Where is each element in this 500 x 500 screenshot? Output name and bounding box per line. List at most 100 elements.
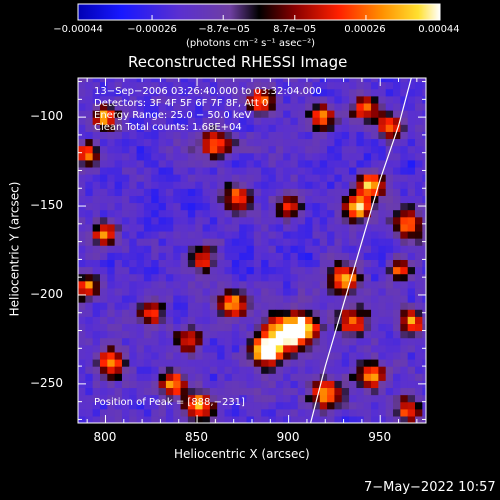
heatmap-cell bbox=[129, 216, 138, 225]
heatmap-cell bbox=[224, 195, 233, 204]
heatmap-cell bbox=[85, 330, 94, 339]
heatmap-cell bbox=[195, 387, 204, 396]
heatmap-cell bbox=[297, 110, 306, 118]
heatmap-cell bbox=[305, 408, 314, 417]
heatmap-cell bbox=[297, 294, 306, 303]
heatmap-cell bbox=[261, 408, 270, 417]
heatmap-cell bbox=[275, 323, 284, 332]
heatmap-cell bbox=[224, 245, 233, 253]
heatmap-cell bbox=[121, 394, 130, 403]
colorbar-tick-label: 8.7e−05 bbox=[273, 24, 317, 35]
heatmap-cell bbox=[422, 78, 426, 83]
heatmap-cell bbox=[151, 266, 160, 275]
heatmap-cell bbox=[217, 88, 226, 97]
heatmap-cell bbox=[305, 415, 314, 423]
heatmap-cell bbox=[349, 95, 357, 104]
heatmap-cell bbox=[349, 330, 357, 339]
heatmap-cell bbox=[327, 302, 336, 310]
heatmap-cell bbox=[78, 159, 86, 168]
heatmap-cell bbox=[195, 138, 204, 147]
heatmap-cell bbox=[415, 110, 423, 118]
heatmap-cell bbox=[180, 366, 189, 374]
heatmap-cell bbox=[165, 323, 174, 332]
heatmap-cell bbox=[114, 280, 123, 289]
heatmap-cell bbox=[187, 394, 196, 403]
heatmap-cell bbox=[378, 309, 387, 317]
heatmap-cell bbox=[173, 223, 182, 232]
heatmap-cell bbox=[114, 188, 123, 196]
heatmap-cell bbox=[209, 373, 218, 381]
heatmap-cell bbox=[107, 209, 116, 218]
heatmap-cell bbox=[290, 373, 299, 381]
heatmap-cell bbox=[246, 152, 255, 161]
heatmap-cell bbox=[85, 415, 94, 423]
heatmap-cell bbox=[371, 78, 379, 83]
heatmap-cell bbox=[202, 138, 211, 147]
heatmap-cell bbox=[422, 323, 426, 332]
heatmap-cell bbox=[151, 230, 160, 239]
heatmap-cell bbox=[195, 209, 204, 218]
heatmap-cell bbox=[151, 259, 160, 268]
heatmap-cell bbox=[78, 78, 86, 83]
heatmap-cell bbox=[217, 195, 226, 204]
heatmap-cell bbox=[283, 316, 292, 325]
heatmap-cell bbox=[371, 259, 379, 268]
heatmap-cell bbox=[407, 330, 416, 339]
heatmap-cell bbox=[202, 302, 211, 310]
heatmap-cell bbox=[217, 394, 226, 403]
heatmap-cell bbox=[319, 401, 328, 410]
heatmap-cell bbox=[121, 245, 130, 253]
heatmap-cell bbox=[114, 309, 123, 317]
heatmap-cell bbox=[283, 78, 292, 83]
heatmap-cell bbox=[400, 302, 409, 310]
heatmap-cell bbox=[85, 287, 94, 296]
heatmap-cell bbox=[268, 273, 277, 282]
heatmap-cell bbox=[173, 88, 182, 97]
heatmap-cell bbox=[415, 174, 423, 182]
heatmap-cell bbox=[283, 252, 292, 260]
heatmap-cell bbox=[173, 245, 182, 253]
heatmap-cell bbox=[158, 188, 167, 196]
heatmap-cell bbox=[107, 174, 116, 182]
heatmap-cell bbox=[187, 124, 196, 132]
heatmap-cell bbox=[327, 102, 336, 111]
heatmap-cell bbox=[334, 323, 343, 332]
heatmap-cell bbox=[290, 316, 299, 325]
heatmap-cell bbox=[305, 78, 314, 83]
heatmap-cell bbox=[393, 209, 401, 218]
heatmap-cell bbox=[297, 174, 306, 182]
heatmap-cell bbox=[209, 358, 218, 367]
heatmap-cell bbox=[268, 351, 277, 360]
heatmap-cell bbox=[136, 131, 145, 140]
heatmap-cell bbox=[422, 81, 426, 90]
heatmap-cell bbox=[268, 252, 277, 260]
heatmap-cell bbox=[187, 174, 196, 182]
heatmap-cell bbox=[224, 230, 233, 239]
heatmap-cell bbox=[371, 174, 379, 182]
heatmap-cell bbox=[78, 302, 86, 310]
heatmap-cell bbox=[415, 266, 423, 275]
heatmap-cell bbox=[231, 152, 240, 161]
heatmap-cell bbox=[107, 223, 116, 232]
heatmap-cell bbox=[165, 95, 174, 104]
heatmap-cell bbox=[239, 230, 248, 239]
heatmap-cell bbox=[305, 387, 314, 396]
heatmap-cell bbox=[202, 110, 211, 118]
heatmap-cell bbox=[239, 358, 248, 367]
heatmap-cell bbox=[319, 152, 328, 161]
heatmap-cell bbox=[129, 124, 138, 132]
heatmap-cell bbox=[290, 238, 299, 246]
heatmap-cell bbox=[85, 88, 94, 97]
heatmap-cell bbox=[246, 209, 255, 218]
heatmap-cell bbox=[363, 159, 372, 168]
heatmap-cell bbox=[173, 309, 182, 317]
heatmap-cell bbox=[180, 358, 189, 367]
heatmap-cell bbox=[312, 202, 321, 211]
heatmap-cell bbox=[327, 238, 336, 246]
heatmap-cell bbox=[99, 302, 108, 310]
heatmap-cell bbox=[85, 117, 94, 125]
heatmap-cell bbox=[363, 188, 372, 196]
heatmap-cell bbox=[239, 408, 248, 417]
heatmap-cell bbox=[217, 273, 226, 282]
heatmap-cell bbox=[349, 415, 357, 423]
